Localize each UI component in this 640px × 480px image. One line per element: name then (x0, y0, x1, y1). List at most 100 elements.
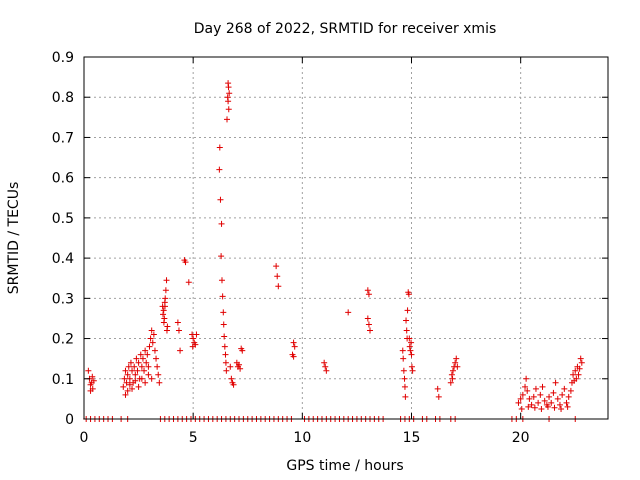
data-point (435, 393, 442, 400)
data-point (434, 385, 441, 392)
data-point (403, 327, 410, 334)
data-point (131, 363, 138, 370)
data-point (145, 363, 152, 370)
data-point (151, 347, 158, 354)
data-point (291, 343, 298, 350)
data-point (577, 355, 584, 362)
data-point (148, 375, 155, 382)
data-point (220, 321, 227, 328)
data-point (150, 331, 157, 338)
data-point (138, 375, 145, 382)
data-point (138, 363, 145, 370)
data-point (154, 363, 161, 370)
data-point (406, 343, 413, 350)
data-point (321, 359, 328, 366)
data-point (528, 401, 535, 408)
data-point (216, 144, 223, 151)
data-point (449, 367, 456, 374)
data-point (273, 263, 280, 270)
data-point (132, 377, 139, 384)
data-point (525, 403, 532, 410)
data-point (400, 355, 407, 362)
data-point (515, 399, 522, 406)
data-point (123, 379, 130, 386)
data-point (275, 283, 282, 290)
data-point (225, 84, 232, 91)
data-point (578, 359, 585, 366)
data-point (408, 363, 415, 370)
x-tick-label: 20 (512, 430, 530, 446)
data-point (129, 385, 136, 392)
data-point (522, 383, 529, 390)
data-point (228, 375, 235, 382)
data-point (85, 367, 92, 374)
data-point (290, 339, 297, 346)
data-point (535, 399, 542, 406)
y-axis-ticks: 0 0.1 0.2 0.3 0.4 0.5 0.6 0.7 0.8 0.9 (52, 50, 608, 428)
data-point (447, 379, 454, 386)
data-point (90, 377, 97, 384)
data-point (572, 367, 579, 374)
data-point (561, 385, 568, 392)
data-point (162, 295, 169, 302)
data-point (554, 395, 561, 402)
data-point (174, 319, 181, 326)
data-point (141, 367, 148, 374)
data-point (129, 367, 136, 374)
data-point (145, 371, 152, 378)
data-point (189, 343, 196, 350)
data-point (448, 371, 455, 378)
data-point (365, 291, 372, 298)
data-point (185, 279, 192, 286)
data-point (218, 253, 225, 260)
data-point (518, 405, 525, 412)
y-tick-label: 0.2 (52, 332, 74, 348)
data-point (217, 196, 224, 203)
data-point (155, 371, 162, 378)
x-tick-label: 0 (80, 430, 89, 446)
data-point (222, 359, 229, 366)
data-point (550, 389, 557, 396)
data-point (364, 315, 371, 322)
data-point (563, 399, 570, 406)
data-point (230, 381, 237, 388)
data-point (524, 387, 531, 394)
data-point (126, 381, 133, 388)
data-point (144, 351, 151, 358)
data-points (83, 80, 585, 422)
data-point (223, 367, 230, 374)
y-tick-label: 0.3 (52, 291, 74, 307)
data-point (400, 367, 407, 374)
data-point (124, 387, 131, 394)
data-point (290, 353, 297, 360)
data-point (364, 287, 371, 294)
data-point (139, 355, 146, 362)
data-point (135, 383, 142, 390)
data-point (406, 335, 413, 342)
data-point (401, 383, 408, 390)
data-point (221, 343, 228, 350)
data-point (408, 339, 415, 346)
data-point (222, 351, 229, 358)
data-point (399, 347, 406, 354)
data-point (323, 367, 330, 374)
data-point (137, 351, 144, 358)
data-point (575, 371, 582, 378)
data-point (89, 373, 96, 380)
y-tick-label: 0.1 (52, 372, 74, 388)
data-point (127, 359, 134, 366)
x-tick-label: 15 (403, 430, 421, 446)
data-point (401, 375, 408, 382)
data-point (162, 287, 169, 294)
data-point (546, 393, 553, 400)
data-point (122, 367, 129, 374)
data-point (570, 371, 577, 378)
data-point (125, 363, 132, 370)
data-point (122, 391, 129, 398)
data-point (225, 106, 232, 113)
data-point (164, 323, 171, 330)
data-point (407, 347, 414, 354)
x-axis-ticks: 0 5 10 15 20 (80, 57, 530, 446)
data-point (537, 391, 544, 398)
